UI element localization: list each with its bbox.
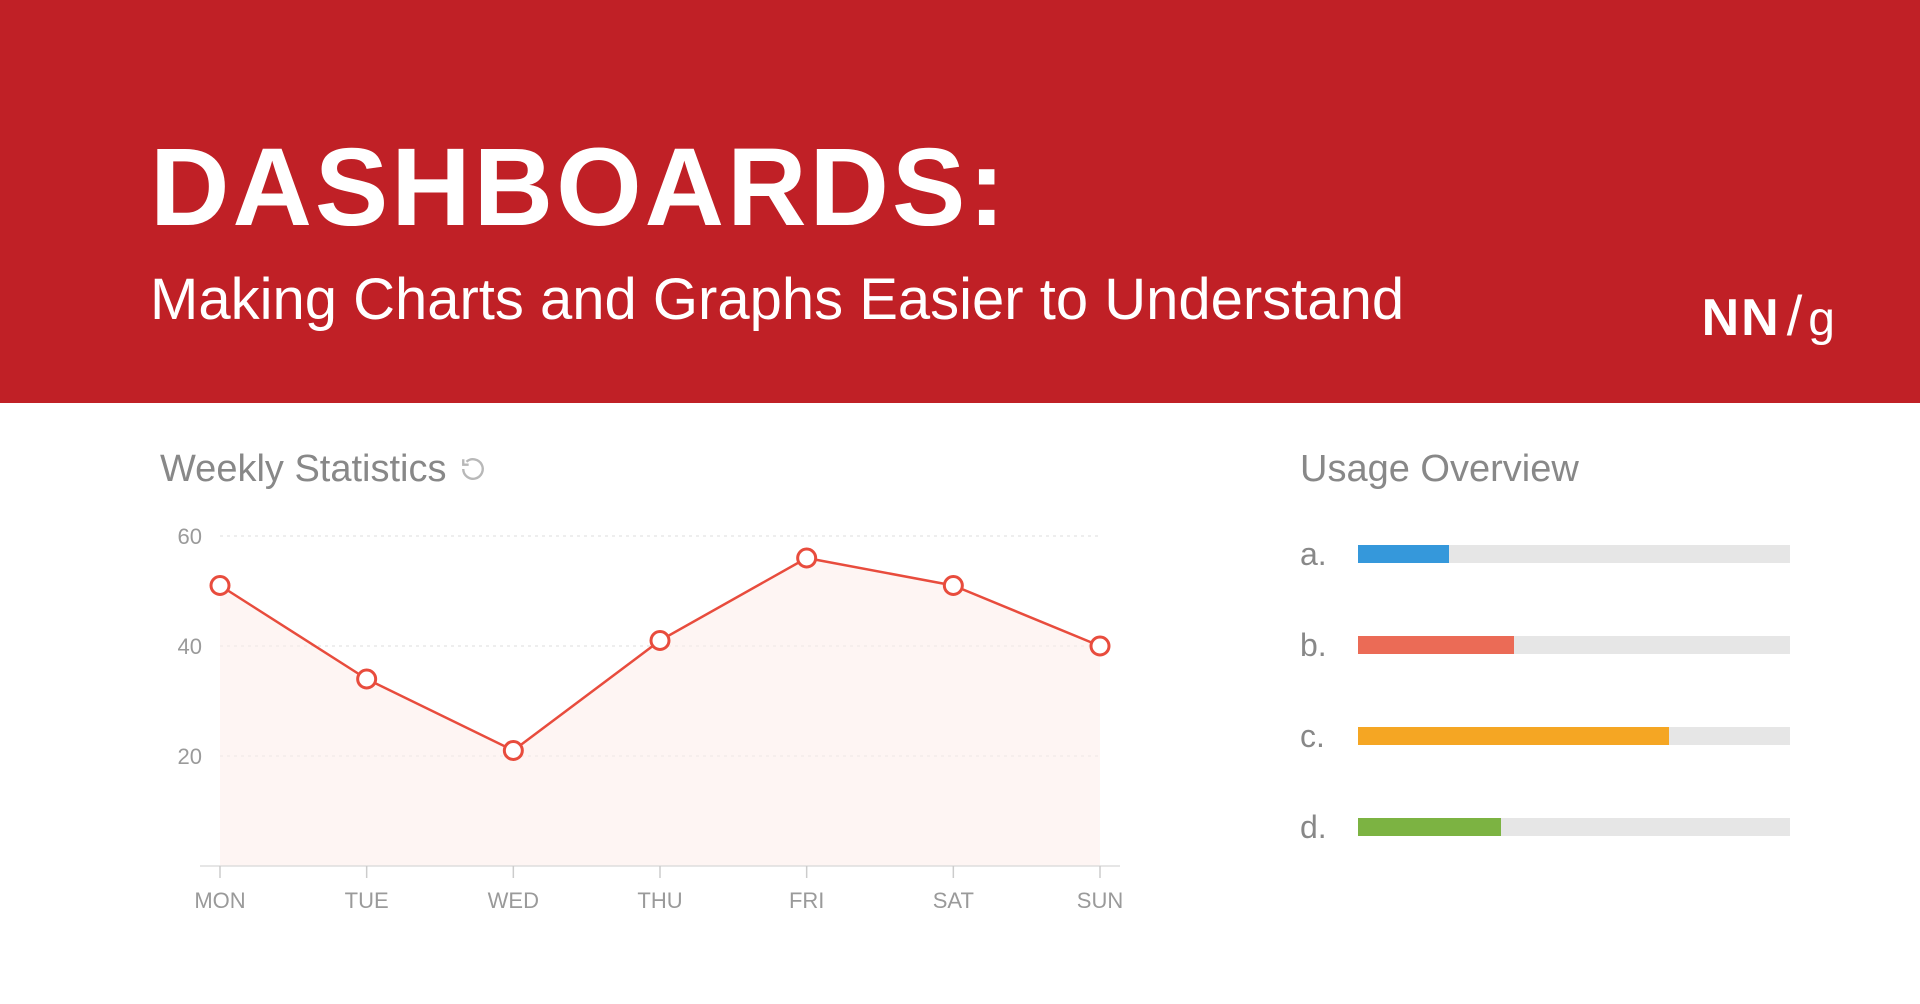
y-axis-label: 20 — [178, 744, 202, 769]
refresh-icon[interactable] — [460, 456, 486, 482]
usage-bar-track — [1358, 818, 1790, 836]
y-axis-label: 40 — [178, 634, 202, 659]
x-axis-label: TUE — [345, 888, 389, 913]
usage-bar-label: b. — [1300, 627, 1336, 664]
usage-bar-fill — [1358, 818, 1501, 836]
x-axis-label: WED — [488, 888, 539, 913]
chart-marker — [1091, 637, 1109, 655]
usage-bar-track — [1358, 545, 1790, 563]
usage-bar-fill — [1358, 545, 1449, 563]
usage-overview-title: Usage Overview — [1300, 448, 1790, 491]
weekly-statistics-title-row: Weekly Statistics — [160, 448, 1130, 491]
brand-logo: NN / g — [1702, 283, 1835, 348]
chart-marker — [651, 631, 669, 649]
usage-overview-panel: Usage Overview a. b. c. d. — [1300, 448, 1790, 926]
x-axis-label: SAT — [933, 888, 974, 913]
x-axis-label: MON — [194, 888, 245, 913]
usage-bar-label: d. — [1300, 809, 1336, 846]
usage-bars-list: a. b. c. d. — [1300, 536, 1790, 846]
header-banner: DASHBOARDS: Making Charts and Graphs Eas… — [0, 0, 1920, 403]
usage-bar-track — [1358, 727, 1790, 745]
usage-bar-label: a. — [1300, 536, 1336, 573]
logo-g: g — [1808, 292, 1835, 347]
page-subtitle: Making Charts and Graphs Easier to Under… — [150, 266, 1770, 333]
y-axis-label: 60 — [178, 526, 202, 549]
usage-bar-row: c. — [1300, 718, 1790, 755]
x-axis-label: FRI — [789, 888, 824, 913]
logo-slash: / — [1787, 283, 1803, 348]
content-area: Weekly Statistics 20 40 60 MON TUE WED THU FRI S… — [0, 403, 1920, 926]
usage-bar-fill — [1358, 636, 1514, 654]
chart-marker — [358, 670, 376, 688]
weekly-statistics-title: Weekly Statistics — [160, 448, 446, 491]
x-axis-label: SUN — [1077, 888, 1123, 913]
chart-marker — [211, 576, 229, 594]
chart-marker — [798, 549, 816, 567]
chart-marker — [944, 576, 962, 594]
usage-bar-row: a. — [1300, 536, 1790, 573]
weekly-statistics-panel: Weekly Statistics 20 40 60 MON TUE WED THU FRI S… — [160, 448, 1130, 926]
weekly-statistics-chart: 20 40 60 MON TUE WED THU FRI SAT SUN — [160, 526, 1130, 926]
usage-bar-fill — [1358, 727, 1669, 745]
x-axis-label: THU — [637, 888, 682, 913]
logo-nn: NN — [1702, 288, 1781, 348]
chart-marker — [504, 741, 522, 759]
chart-area-fill — [220, 558, 1100, 866]
usage-bar-row: b. — [1300, 627, 1790, 664]
usage-bar-row: d. — [1300, 809, 1790, 846]
usage-bar-label: c. — [1300, 718, 1336, 755]
usage-bar-track — [1358, 636, 1790, 654]
page-title: DASHBOARDS: — [150, 130, 1770, 246]
